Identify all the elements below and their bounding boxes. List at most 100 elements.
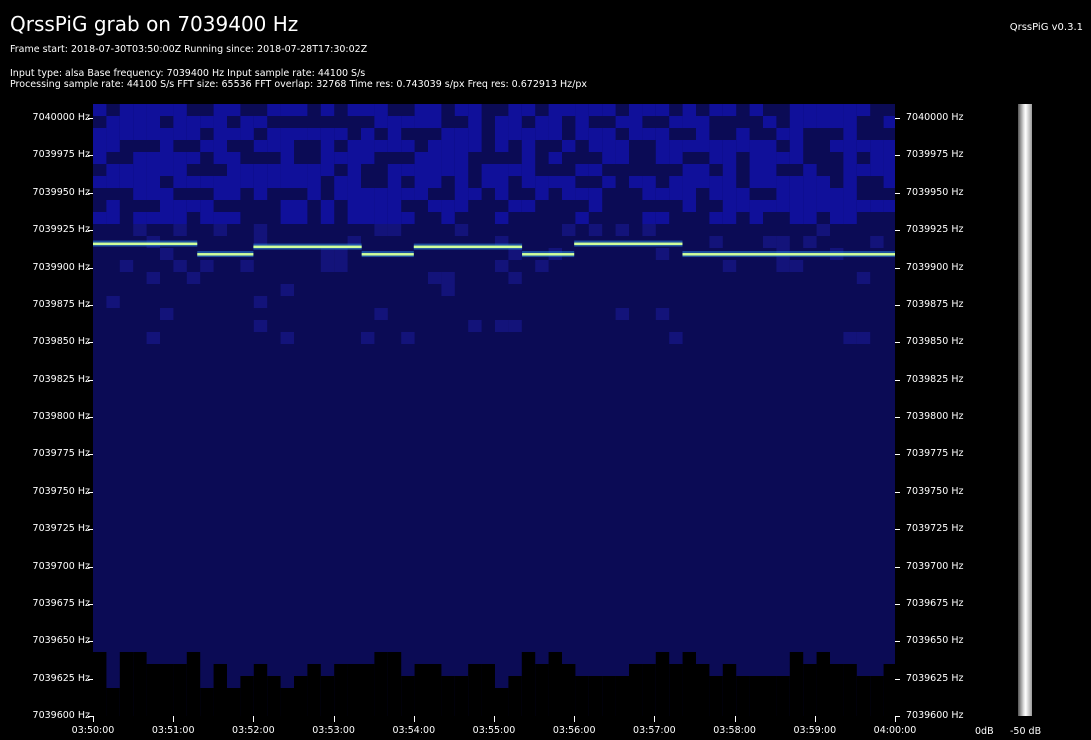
time-tick <box>814 716 816 722</box>
noise-cell <box>401 140 415 152</box>
noise-cell <box>789 128 804 140</box>
noise-cell <box>709 188 723 200</box>
noise-cell <box>307 164 321 176</box>
noise-cell <box>508 200 522 212</box>
noise-cell <box>843 116 857 128</box>
noise-cell <box>521 176 536 188</box>
noise-cell <box>749 212 763 224</box>
frequency-tick <box>895 342 900 344</box>
noise-cell <box>227 188 241 200</box>
noise-cell <box>642 128 656 140</box>
noise-cell <box>347 164 361 176</box>
noise-cell <box>334 188 348 200</box>
noise-cell <box>374 212 388 224</box>
noise-cell <box>320 200 335 212</box>
noise-cell <box>776 236 790 248</box>
time-label: 04:00:00 <box>873 725 917 736</box>
noise-cell <box>387 212 402 224</box>
time-tick <box>93 716 94 722</box>
noise-cell <box>334 260 348 272</box>
noise-cell <box>280 200 294 212</box>
noise-cell <box>361 104 375 116</box>
noise-cell <box>253 140 268 152</box>
noise-cell <box>240 128 254 140</box>
noise-cell <box>280 212 294 224</box>
noise-cell <box>374 200 388 212</box>
noise-cell <box>521 140 536 152</box>
noise-cell <box>454 164 469 176</box>
noise-cell <box>280 128 294 140</box>
noise-cell <box>575 188 589 200</box>
spectrogram-waterfall <box>93 104 895 716</box>
noise-cell <box>347 140 361 152</box>
noise-cell <box>789 200 804 212</box>
frequency-tick <box>88 491 93 493</box>
noise-cell <box>682 116 696 128</box>
frequency-label-right: 7039825 Hz <box>906 373 964 385</box>
noise-cell <box>387 164 402 176</box>
noise-floor-cell <box>682 652 696 716</box>
noise-cell <box>709 104 723 116</box>
noise-cell <box>401 212 415 224</box>
noise-cell <box>682 140 696 152</box>
noise-cell <box>173 152 187 164</box>
noise-cell <box>428 152 442 164</box>
noise-cell <box>642 212 656 224</box>
signal-trace-segment <box>197 253 254 256</box>
noise-cell <box>294 176 308 188</box>
noise-cell <box>856 104 871 116</box>
noise-cell <box>387 188 402 200</box>
noise-cell <box>562 188 576 200</box>
noise-cell <box>106 116 120 128</box>
noise-floor-cell <box>253 664 268 716</box>
noise-cell <box>374 188 388 200</box>
noise-cell <box>186 152 201 164</box>
noise-cell <box>160 104 174 116</box>
noise-floor-cell <box>468 664 482 716</box>
noise-cell <box>441 272 455 284</box>
noise-floor-cell <box>280 688 294 716</box>
frequency-tick <box>895 230 900 232</box>
noise-cell <box>253 164 268 176</box>
noise-floor-cell <box>334 664 348 716</box>
noise-floor-cell <box>535 664 549 716</box>
noise-floor-cell <box>441 676 455 716</box>
noise-floor-cell <box>830 664 844 716</box>
noise-cell <box>803 164 817 176</box>
noise-cell <box>387 200 402 212</box>
noise-cell <box>548 152 562 164</box>
spectrogram-background <box>93 104 895 716</box>
noise-cell <box>200 200 214 212</box>
noise-cell <box>133 164 147 176</box>
noise-cell <box>789 140 804 152</box>
frequency-label-left: 7039625 Hz <box>32 672 90 684</box>
noise-cell <box>602 128 616 140</box>
noise-cell <box>227 128 241 140</box>
noise-cell <box>830 200 844 212</box>
noise-cell <box>642 224 656 236</box>
noise-cell <box>602 140 616 152</box>
noise-cell <box>133 188 147 200</box>
noise-cell <box>816 176 830 188</box>
noise-cell <box>280 176 294 188</box>
noise-cell <box>468 116 482 128</box>
noise-cell <box>615 308 629 320</box>
noise-floor-cell <box>387 652 402 716</box>
noise-cell <box>830 116 844 128</box>
noise-cell <box>468 320 482 332</box>
noise-floor-cell <box>133 652 147 716</box>
noise-cell <box>119 164 134 176</box>
noise-cell <box>93 128 107 140</box>
db-color-scale <box>1018 104 1032 716</box>
noise-cell <box>816 200 830 212</box>
noise-cell <box>106 200 120 212</box>
noise-cell <box>428 272 442 284</box>
frequency-tick <box>88 641 93 643</box>
noise-cell <box>253 296 268 308</box>
noise-cell <box>696 140 710 152</box>
noise-cell <box>267 164 281 176</box>
noise-cell <box>575 104 589 116</box>
noise-floor-cell <box>749 676 763 716</box>
noise-cell <box>160 152 174 164</box>
noise-cell <box>173 176 187 188</box>
